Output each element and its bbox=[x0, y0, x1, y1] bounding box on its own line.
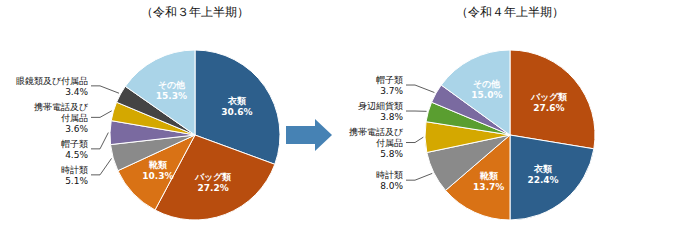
data-label-line: その他 bbox=[473, 79, 501, 89]
data-label-line: 靴類 bbox=[148, 160, 167, 170]
leader-line bbox=[406, 85, 434, 92]
data-labels: バッグ類27.6% 衣類22.4% 靴類13.7% その他15.0% 帽子類3.7% 身辺… bbox=[349, 75, 567, 192]
chart-root: 衣類30.6%バッグ類27.2%靴類10.3%その他15.3%眼鏡類及び付属品3… bbox=[0, 0, 700, 250]
data-label-value: 22.4% bbox=[527, 175, 558, 185]
data-label-line: 時計類 bbox=[61, 165, 88, 175]
data-label-line: 身辺細貨類 bbox=[358, 101, 403, 111]
leader-line bbox=[91, 133, 108, 149]
data-labels: 衣類30.6%バッグ類27.2%靴類10.3%その他15.3%眼鏡類及び付属品3… bbox=[16, 76, 252, 194]
data-label-category: 靴類 bbox=[148, 160, 167, 170]
data-label-category: その他 bbox=[158, 80, 186, 90]
slices bbox=[425, 50, 595, 220]
data-label-category: 時計類 bbox=[376, 170, 403, 180]
pie-chart: バッグ類27.6% 衣類22.4% 靴類13.7% その他15.0% 帽子類3.7% 身辺… bbox=[349, 50, 595, 220]
data-label-value: 15.0% bbox=[471, 90, 502, 100]
data-label-value: 8.0% bbox=[380, 181, 403, 191]
data-label-line: 眼鏡類及び付属品 bbox=[16, 76, 88, 86]
chart-title: （令和４年上半期） bbox=[456, 5, 564, 19]
data-label-value: 5.1% bbox=[65, 176, 88, 186]
pie-chart: 衣類30.6%バッグ類27.2%靴類10.3%その他15.3%眼鏡類及び付属品3… bbox=[16, 50, 280, 220]
data-label-line: バッグ類 bbox=[194, 172, 231, 182]
data-label-line: 靴類 bbox=[479, 171, 498, 181]
data-label-category: 携帯電話及び付属品 bbox=[34, 102, 89, 123]
data-label-line: 時計類 bbox=[376, 170, 403, 180]
data-label-value: 5.8% bbox=[380, 149, 403, 159]
data-label-line: 携帯電話及び bbox=[34, 102, 89, 112]
data-label-value: 27.6% bbox=[533, 103, 564, 113]
leader-line bbox=[406, 137, 423, 142]
data-label-category: その他 bbox=[473, 79, 501, 89]
leader-line bbox=[91, 158, 112, 174]
data-label-line: バッグ類 bbox=[530, 92, 567, 102]
leader-line bbox=[91, 111, 112, 118]
data-label-category: 身辺細貨類 bbox=[358, 101, 403, 111]
data-label-value: 10.3% bbox=[142, 171, 173, 181]
data-label-value: 3.6% bbox=[65, 124, 88, 134]
data-label-value: 13.7% bbox=[473, 182, 504, 192]
data-label-value: 3.8% bbox=[380, 112, 403, 122]
data-label-value: 3.4% bbox=[65, 87, 88, 97]
pie-slice bbox=[510, 50, 595, 149]
data-label-category: 携帯電話及び付属品 bbox=[349, 127, 404, 148]
data-label-value: 4.5% bbox=[65, 150, 88, 160]
pie-slice bbox=[125, 50, 195, 135]
data-label-category: 帽子類 bbox=[61, 139, 88, 149]
data-label-category: バッグ類 bbox=[530, 92, 567, 102]
data-label-category: 時計類 bbox=[61, 165, 88, 175]
data-label-value: 15.3% bbox=[156, 91, 187, 101]
data-label-line: 衣類 bbox=[533, 164, 552, 174]
data-label-category: バッグ類 bbox=[194, 172, 231, 182]
transition-arrow bbox=[286, 119, 332, 151]
leader-line bbox=[91, 86, 119, 93]
data-label-value: 27.2% bbox=[198, 183, 229, 193]
data-label-line: 帽子類 bbox=[61, 139, 88, 149]
data-label-line: 衣類 bbox=[227, 96, 246, 106]
data-label-line: 付属品 bbox=[61, 113, 88, 123]
data-label-value: 30.6% bbox=[221, 107, 252, 117]
data-label-category: 衣類 bbox=[227, 96, 246, 106]
pie-slice bbox=[510, 135, 594, 220]
data-label-category: 眼鏡類及び付属品 bbox=[16, 76, 88, 86]
pie-slice bbox=[441, 50, 510, 135]
data-label-line: 帽子類 bbox=[376, 75, 403, 85]
data-label-category: 靴類 bbox=[479, 171, 498, 181]
data-label-category: 衣類 bbox=[533, 164, 552, 174]
data-label-line: その他 bbox=[158, 80, 186, 90]
data-label-line: 携帯電話及び bbox=[349, 127, 404, 137]
data-label-value: 3.7% bbox=[380, 86, 403, 96]
chart-title: （令和３年上半期） bbox=[141, 5, 249, 19]
data-label-category: 帽子類 bbox=[376, 75, 403, 85]
slices bbox=[110, 50, 280, 220]
leader-line bbox=[406, 173, 432, 180]
data-label-line: 付属品 bbox=[376, 138, 403, 148]
leader-line bbox=[406, 111, 427, 112]
